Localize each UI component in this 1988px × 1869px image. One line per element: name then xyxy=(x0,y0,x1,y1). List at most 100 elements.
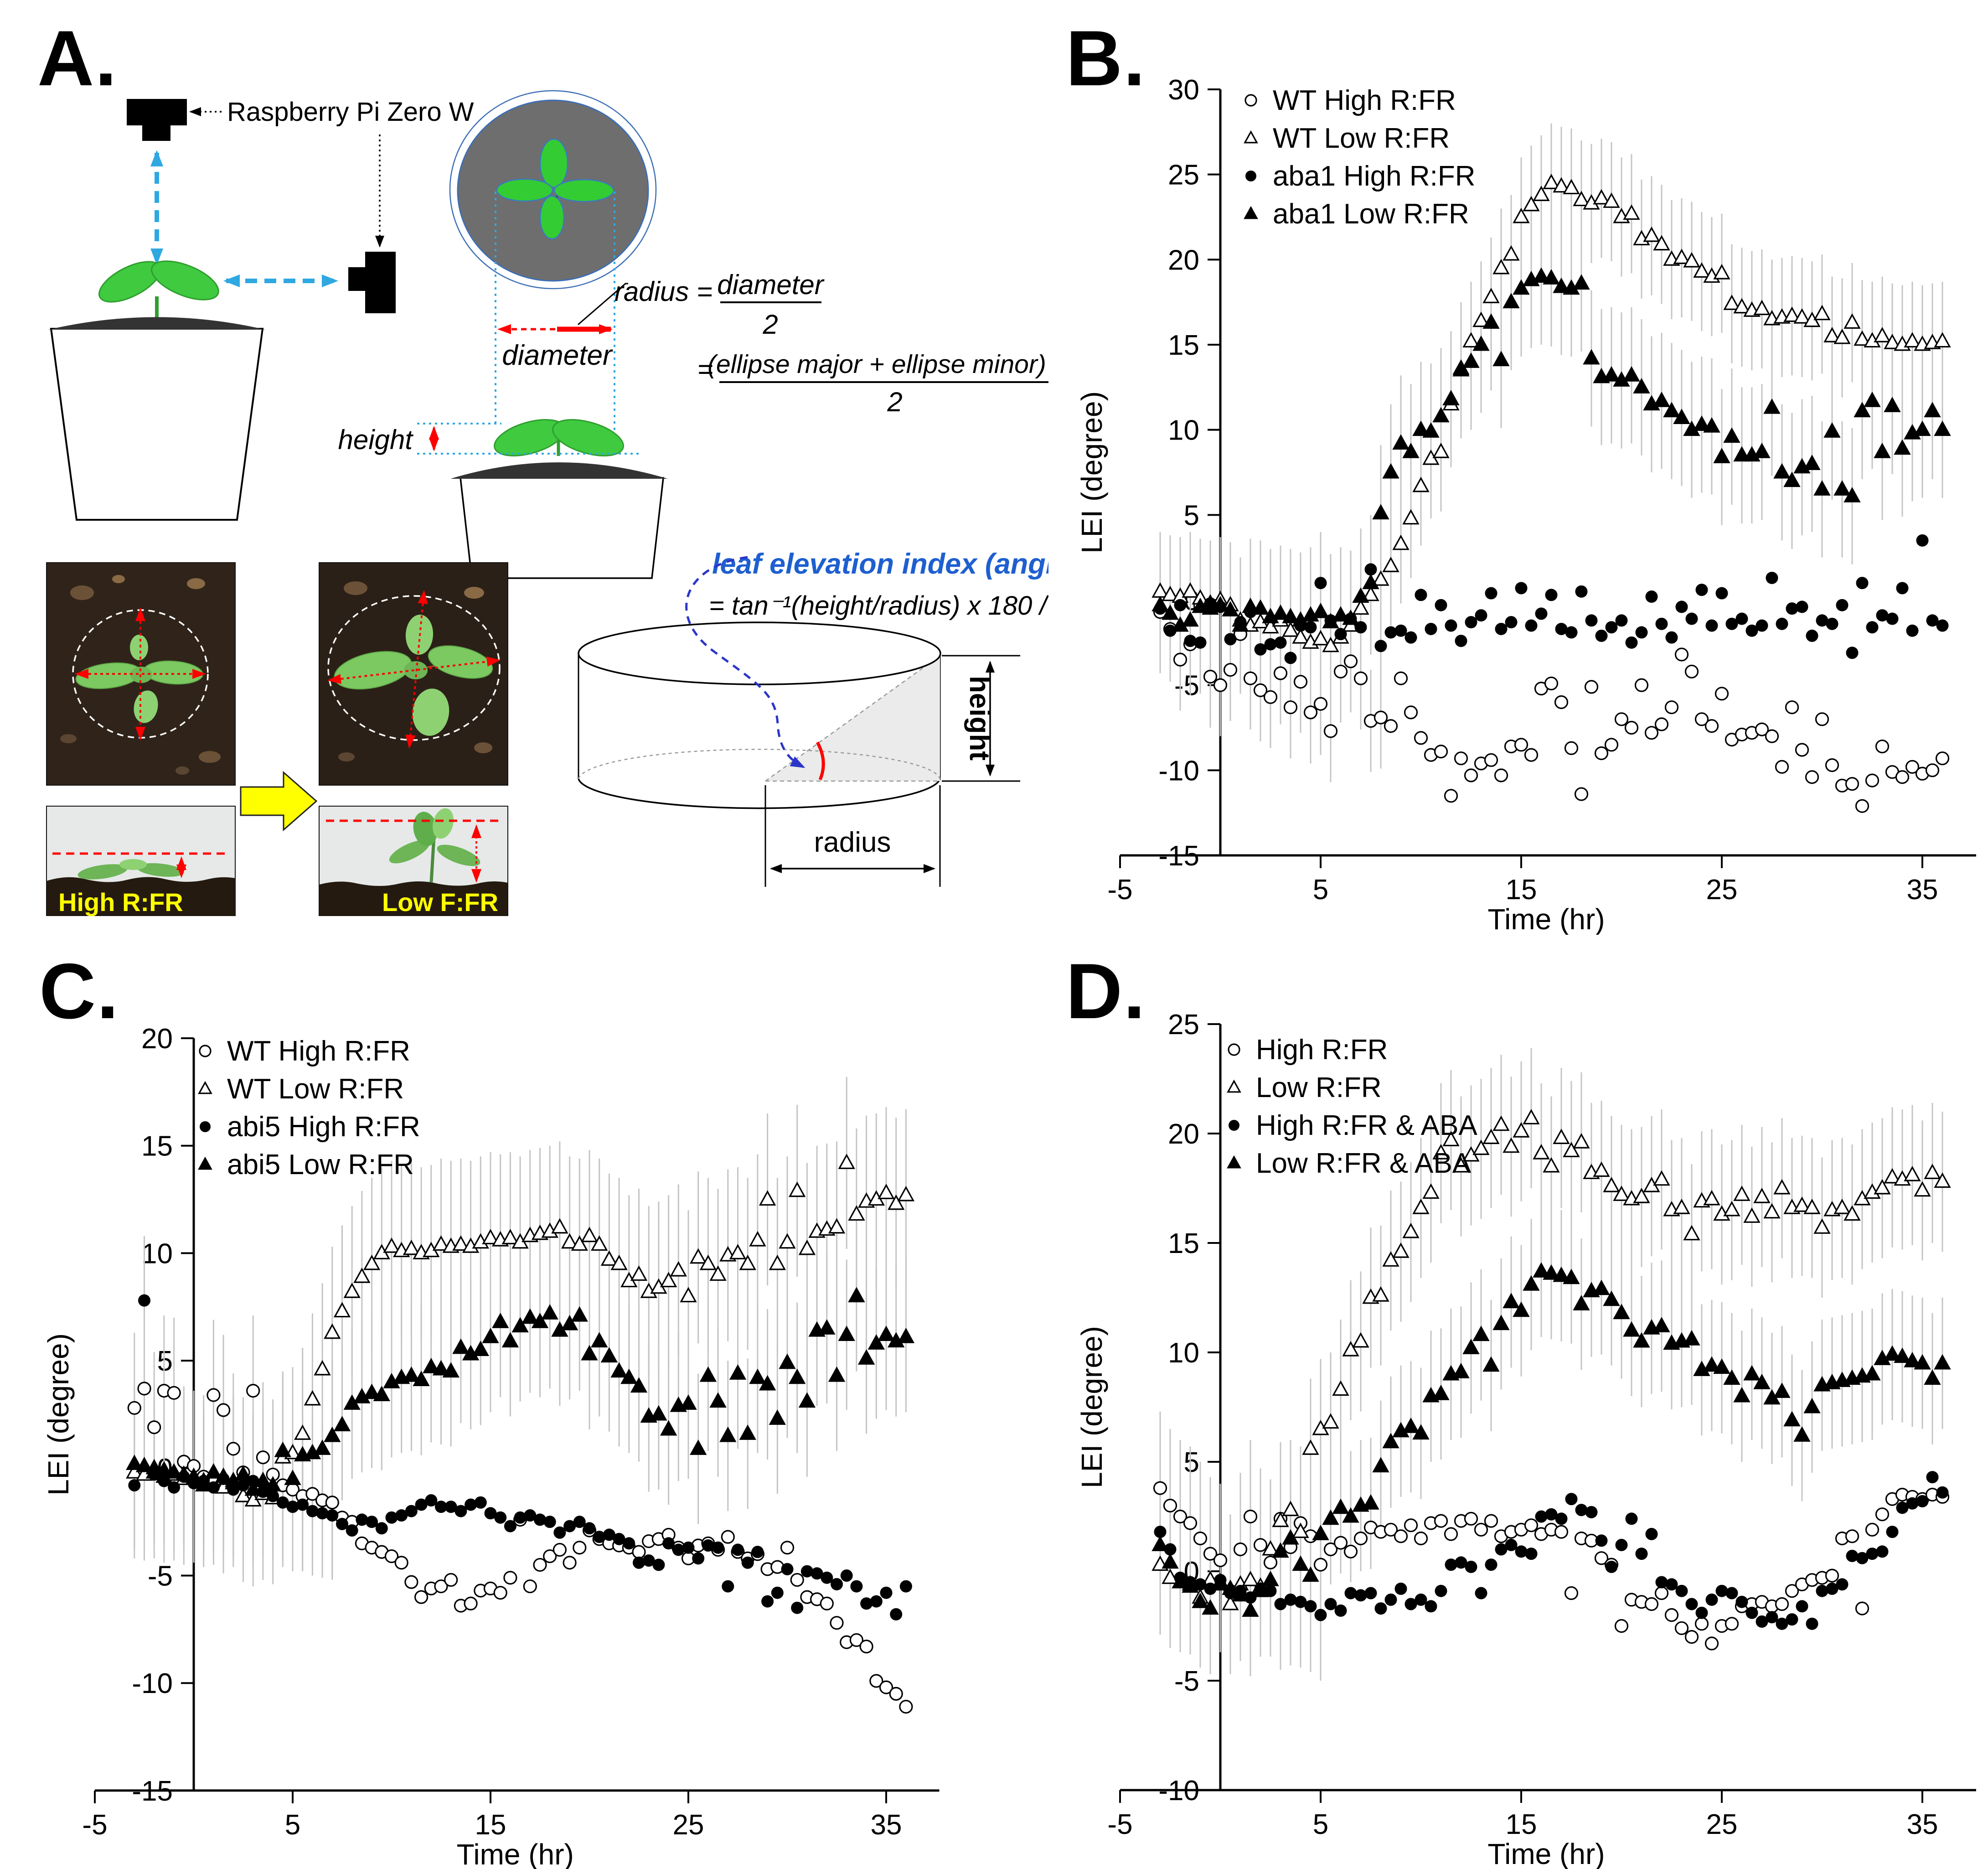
legend-item: WT High R:FR xyxy=(1244,85,1456,116)
radius-formula-eq2: = xyxy=(697,354,713,384)
radius-formula-den2: 2 xyxy=(887,387,902,417)
y-tick-label: 15 xyxy=(1168,330,1199,361)
y-axis-title: LEI (degree) xyxy=(42,1333,75,1496)
pot-left xyxy=(48,317,265,521)
photo-bottom-low: Low F:FR xyxy=(319,806,508,916)
legend-label: WT Low R:FR xyxy=(1273,123,1450,154)
radius-formula: radius = diameter 2 = (ellipse major + e… xyxy=(614,269,1048,417)
camera-label: Raspberry Pi Zero W xyxy=(227,97,474,127)
y-tick-label: -5 xyxy=(1174,670,1199,702)
legend-item: WT Low R:FR xyxy=(198,1073,404,1105)
legend-item: abi5 High R:FR xyxy=(200,1111,420,1143)
lei-formula: = tan⁻¹(height/radius) x 180 / π xyxy=(709,591,1048,621)
y-tick-label: -10 xyxy=(132,1668,173,1699)
series-abi5-low-r-fr xyxy=(126,1287,915,1496)
x-tick-label: 15 xyxy=(1506,874,1537,906)
height-label: height xyxy=(338,425,414,455)
y-tick-label: 10 xyxy=(1168,415,1199,446)
legend-label: Low R:FR & ABA xyxy=(1256,1148,1472,1179)
x-tick-label: 35 xyxy=(1907,874,1938,906)
x-tick-label: 25 xyxy=(1706,1809,1738,1840)
photo-bottom-high: High R:FR xyxy=(46,806,236,916)
legend-label: Low R:FR xyxy=(1256,1072,1382,1103)
panel-a-diagram: Raspberry Pi Zero W xyxy=(46,90,1048,916)
photo-high-label: High R:FR xyxy=(58,888,183,916)
x-tick-label: 35 xyxy=(1907,1809,1938,1840)
y-tick-label: 5 xyxy=(1184,500,1199,531)
side-camera-icon xyxy=(348,252,396,313)
legend-label: WT Low R:FR xyxy=(227,1073,404,1105)
seedling-side-right xyxy=(494,419,624,456)
cylinder-diagram: height radius xyxy=(578,556,1020,887)
lei-leader-curve xyxy=(685,556,806,768)
radius-formula-num2: (ellipse major + ellipse minor) / 2 xyxy=(707,350,1048,379)
y-tick-label: 15 xyxy=(1168,1228,1199,1259)
x-axis-title: Time (hr) xyxy=(1487,1838,1605,1869)
legend-item: WT High R:FR xyxy=(199,1035,410,1067)
x-tick-label: 5 xyxy=(1313,1809,1328,1840)
x-tick-label: 5 xyxy=(285,1809,300,1841)
y-axis-title: LEI (degree) xyxy=(1075,391,1108,554)
y-tick-label: -5 xyxy=(1174,1666,1199,1697)
legend-label: High R:FR xyxy=(1256,1034,1388,1066)
legend: WT High R:FR WT Low R:FR aba1 High R:FR aba… xyxy=(1244,85,1476,230)
y-tick-label: 15 xyxy=(141,1131,173,1162)
y-tick-label: 25 xyxy=(1168,1009,1199,1041)
top-view-diagram xyxy=(449,90,657,290)
angle-arc xyxy=(816,741,825,781)
legend-item: High R:FR & ABA xyxy=(1229,1110,1477,1141)
legend-label: WT High R:FR xyxy=(1273,85,1456,116)
photo-top-low xyxy=(319,562,508,786)
y-tick-label: -15 xyxy=(1158,840,1199,872)
x-axis-title: Time (hr) xyxy=(1487,903,1605,935)
y-tick-label: -5 xyxy=(148,1561,173,1592)
diameter-label: diameter xyxy=(502,340,613,371)
series-abi5-high-r-fr xyxy=(128,1294,912,1620)
y-tick-label: 30 xyxy=(1168,74,1199,106)
y-tick-label: 20 xyxy=(1168,1118,1199,1150)
series-wt-high-r-fr xyxy=(127,1382,913,1714)
x-tick-label: 5 xyxy=(1313,874,1328,906)
y-tick-label: -15 xyxy=(132,1776,173,1807)
x-tick-label: -5 xyxy=(1107,1809,1132,1840)
y-axis-title: LEI (degree) xyxy=(1075,1326,1108,1488)
radius-formula-num1: diameter xyxy=(717,269,824,300)
pot-right xyxy=(450,462,668,579)
y-tick-label: -10 xyxy=(1158,755,1199,787)
y-tick-label: 10 xyxy=(141,1238,173,1269)
y-tick-label: 20 xyxy=(1168,244,1199,276)
legend-item: abi5 Low R:FR xyxy=(198,1149,414,1180)
y-tick-label: 20 xyxy=(141,1023,173,1055)
panel-c-letter: C. xyxy=(39,947,119,1035)
series-low-r-fr-aba xyxy=(1151,1262,1951,1617)
legend: High R:FR Low R:FR High R:FR & ABA Low R:FR… xyxy=(1227,1034,1477,1179)
legend-item: aba1 Low R:FR xyxy=(1244,198,1469,230)
legend-label: aba1 High R:FR xyxy=(1273,160,1476,192)
cylinder-height-label: height xyxy=(964,676,995,761)
legend-item: aba1 High R:FR xyxy=(1245,160,1476,192)
x-tick-label: 25 xyxy=(673,1809,704,1841)
y-tick-label: -10 xyxy=(1158,1775,1199,1807)
seedling-side-left xyxy=(98,260,219,319)
x-tick-label: 15 xyxy=(475,1809,506,1841)
x-tick-label: -5 xyxy=(82,1809,107,1841)
photo-top-high xyxy=(46,562,236,786)
legend-item: WT Low R:FR xyxy=(1244,123,1450,154)
cylinder-radius-label: radius xyxy=(814,827,891,858)
series-high-r-fr xyxy=(1153,1481,1950,1651)
y-tick-label: 25 xyxy=(1168,160,1199,191)
panel-d-letter: D. xyxy=(1066,947,1146,1035)
legend-item: Low R:FR & ABA xyxy=(1227,1148,1472,1179)
legend-item: Low R:FR xyxy=(1227,1072,1382,1103)
panel-b-letter: B. xyxy=(1066,15,1146,102)
panel-a-letter: A. xyxy=(37,15,118,102)
legend-label: abi5 High R:FR xyxy=(227,1111,420,1143)
x-axis-title: Time (hr) xyxy=(457,1838,574,1869)
y-tick-label: 5 xyxy=(157,1346,173,1377)
legend-label: abi5 Low R:FR xyxy=(227,1149,414,1180)
